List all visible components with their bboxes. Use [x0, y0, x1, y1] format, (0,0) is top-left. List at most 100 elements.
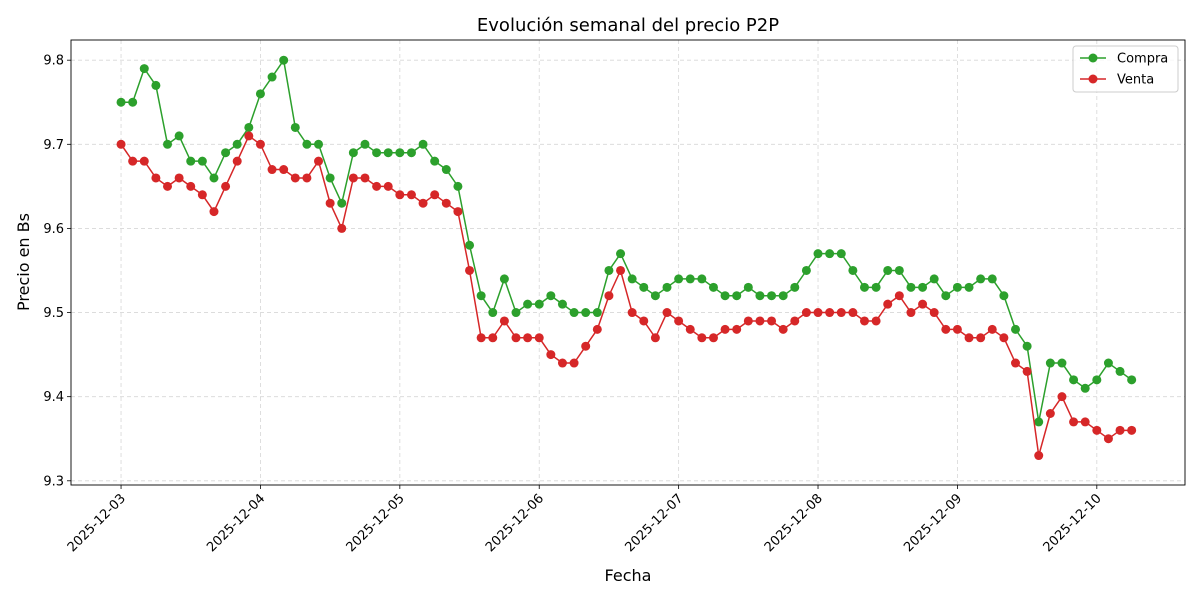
data-point	[302, 173, 312, 183]
data-point	[883, 265, 893, 275]
data-point	[616, 265, 626, 275]
data-point	[1010, 324, 1020, 334]
data-point	[174, 131, 184, 141]
data-point	[197, 190, 207, 200]
x-tick-label: 2025-12-03	[65, 491, 129, 555]
data-point	[639, 282, 649, 292]
data-point	[1045, 408, 1055, 418]
data-point	[627, 274, 637, 284]
data-point	[697, 274, 707, 284]
data-point	[267, 72, 277, 82]
data-point	[871, 316, 881, 326]
legend: Compra Venta	[1072, 45, 1179, 93]
data-point	[511, 333, 521, 343]
data-point	[534, 299, 544, 309]
data-point	[883, 299, 893, 309]
data-point	[650, 291, 660, 301]
data-point	[581, 341, 591, 351]
data-point	[976, 274, 986, 284]
series-compra	[116, 55, 1137, 427]
data-point	[430, 190, 440, 200]
data-point	[128, 97, 138, 107]
data-point	[616, 249, 626, 259]
data-point	[395, 148, 405, 158]
data-point	[453, 207, 463, 217]
x-tick-label: 2025-12-06	[483, 491, 547, 555]
data-point	[592, 324, 602, 334]
data-point	[163, 139, 173, 149]
data-point	[279, 55, 289, 65]
data-point	[325, 173, 335, 183]
data-point	[755, 291, 765, 301]
data-point	[441, 165, 451, 175]
data-point	[952, 324, 962, 334]
grid	[71, 40, 1185, 485]
data-point	[232, 156, 242, 166]
data-point	[662, 282, 672, 292]
data-point	[465, 240, 475, 250]
data-point	[209, 173, 219, 183]
data-point	[964, 333, 974, 343]
data-point	[813, 249, 823, 259]
data-point	[314, 139, 324, 149]
data-point	[1057, 392, 1067, 402]
data-point	[918, 282, 928, 292]
data-point	[151, 80, 161, 90]
data-point	[499, 274, 509, 284]
data-point	[1127, 375, 1137, 385]
data-point	[1115, 425, 1125, 435]
x-axis: 2025-12-03 2025-12-04 2025-12-05 2025-12-06…	[65, 485, 1105, 555]
x-tick-label: 2025-12-05	[344, 491, 408, 555]
data-point	[290, 173, 300, 183]
data-point	[836, 249, 846, 259]
data-point	[1127, 425, 1137, 435]
data-point	[360, 139, 370, 149]
data-point	[139, 156, 149, 166]
data-point	[1092, 425, 1102, 435]
x-tick-label: 2025-12-08	[762, 491, 826, 555]
data-point	[546, 291, 556, 301]
data-point	[314, 156, 324, 166]
data-point	[778, 324, 788, 334]
data-point	[987, 274, 997, 284]
data-point	[987, 324, 997, 334]
data-point	[778, 291, 788, 301]
data-point	[116, 97, 126, 107]
data-point	[929, 308, 939, 318]
data-point	[743, 282, 753, 292]
data-point	[1092, 375, 1102, 385]
data-point	[801, 308, 811, 318]
data-point	[186, 181, 196, 191]
data-point	[337, 198, 347, 208]
data-point	[406, 148, 416, 158]
data-point	[244, 122, 254, 132]
data-point	[325, 198, 335, 208]
data-point	[209, 207, 219, 217]
data-point	[604, 291, 614, 301]
data-point	[1034, 451, 1044, 461]
data-point	[395, 190, 405, 200]
data-point	[871, 282, 881, 292]
data-point	[801, 265, 811, 275]
data-point	[952, 282, 962, 292]
data-point	[732, 324, 742, 334]
data-point	[767, 316, 777, 326]
data-point	[662, 308, 672, 318]
data-point	[569, 308, 579, 318]
legend-marker	[1088, 74, 1098, 84]
data-point	[488, 333, 498, 343]
data-point	[848, 265, 858, 275]
data-point	[476, 291, 486, 301]
legend-label: Venta	[1117, 73, 1154, 88]
data-point	[1034, 417, 1044, 427]
data-point	[1080, 383, 1090, 393]
data-point	[685, 274, 695, 284]
data-point	[221, 148, 231, 158]
data-point	[546, 350, 556, 360]
data-point	[685, 324, 695, 334]
data-point	[941, 324, 951, 334]
data-point	[1010, 358, 1020, 368]
data-point	[581, 308, 591, 318]
data-point	[697, 333, 707, 343]
